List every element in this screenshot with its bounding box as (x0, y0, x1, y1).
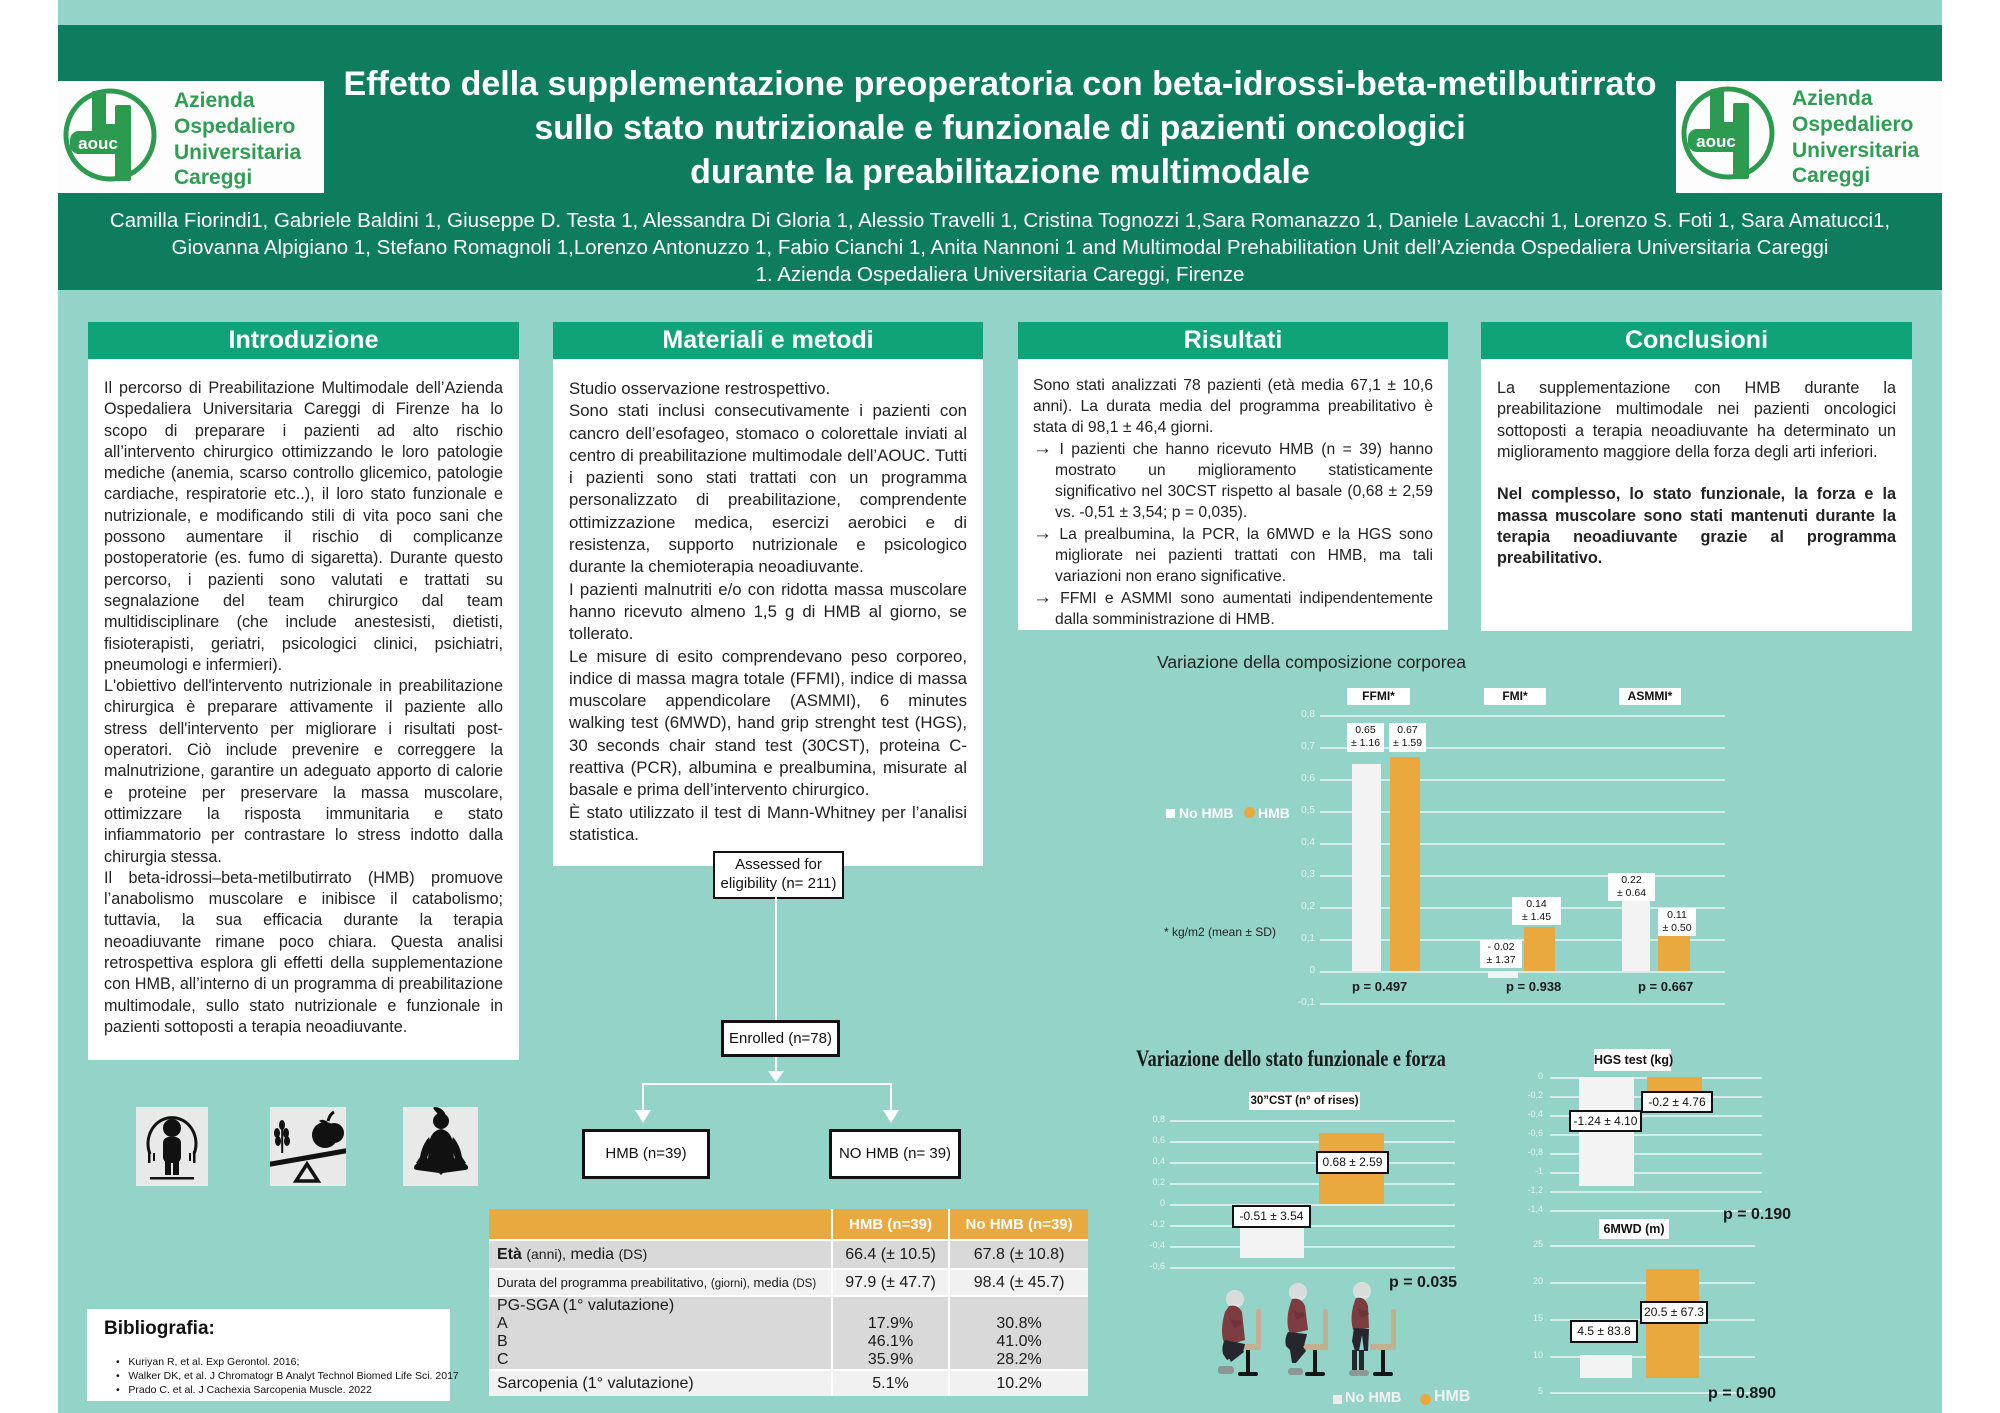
svg-text:aouc: aouc (1696, 132, 1736, 151)
svg-text:Universitaria: Universitaria (1792, 139, 1920, 162)
svg-text:Azienda: Azienda (174, 89, 255, 112)
svg-text:Careggi: Careggi (1792, 164, 1870, 187)
svg-text:Ospedaliero: Ospedaliero (174, 115, 295, 138)
svg-text:Careggi: Careggi (174, 166, 252, 189)
svg-text:Ospedaliero: Ospedaliero (1792, 113, 1913, 136)
svg-text:aouc: aouc (78, 134, 118, 153)
svg-text:Universitaria: Universitaria (174, 141, 302, 164)
svg-text:Azienda: Azienda (1792, 87, 1873, 110)
